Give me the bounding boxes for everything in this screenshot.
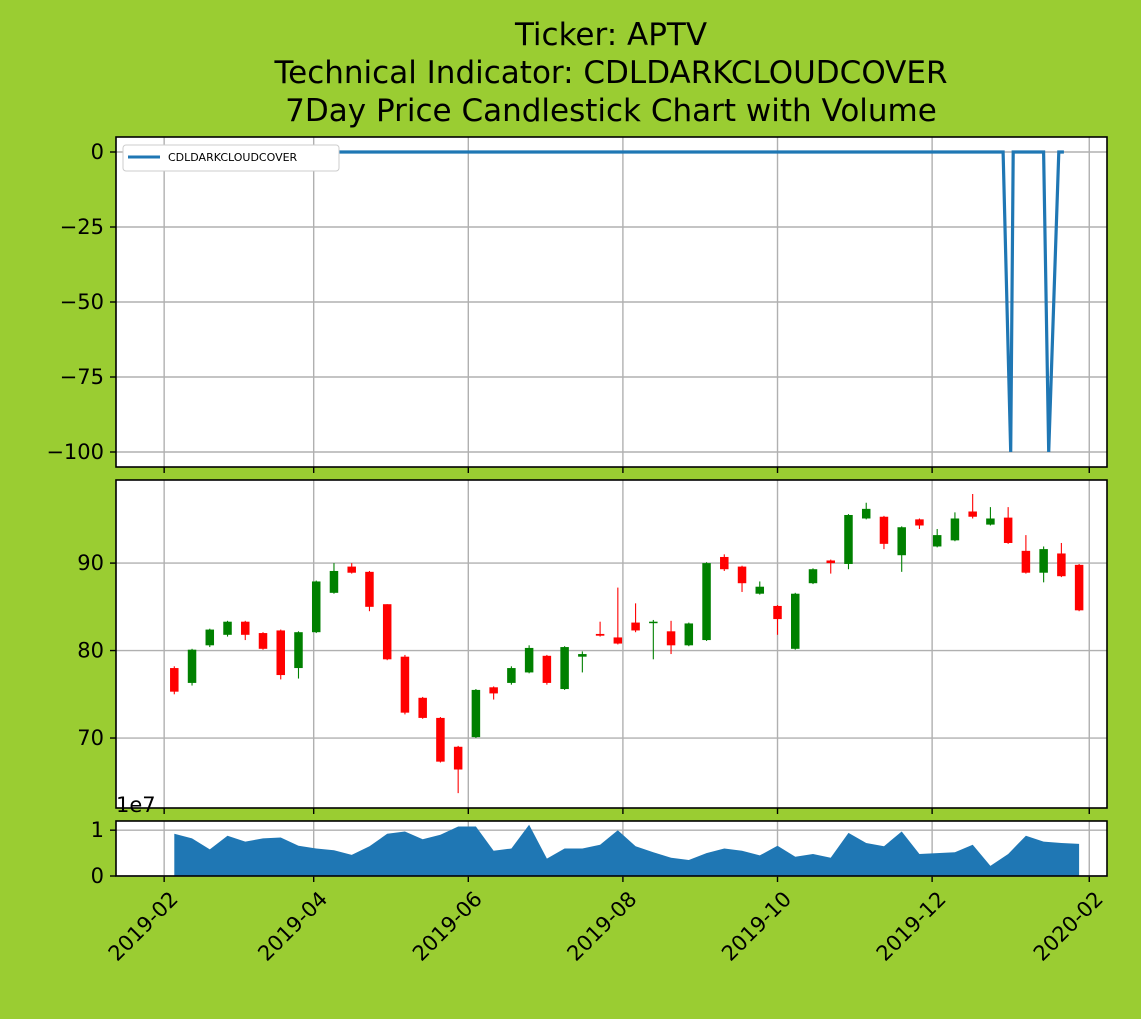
candle-body-2019-11-26	[915, 519, 924, 526]
candle-body-2019-04-02	[311, 581, 321, 633]
chart-title-line2: Technical Indicator: CDLDARKCLOUDCOVER	[273, 55, 947, 91]
candle-body-2019-06-18	[507, 668, 516, 683]
candle-body-2019-03-05	[241, 621, 250, 635]
price-border	[115, 479, 1108, 809]
candle-body-2019-07-09	[560, 647, 569, 690]
candle-body-2019-09-24	[755, 586, 765, 594]
candle-body-2019-09-10	[720, 556, 729, 570]
indicator-legend	[122, 144, 340, 172]
candle-body-2019-02-05	[170, 668, 179, 692]
volume-area	[174, 824, 1080, 876]
price-ytick-label-1: 80	[77, 639, 104, 663]
legend-label: CDLDARKCLOUDCOVER	[168, 151, 298, 164]
candle-body-2019-08-20	[666, 631, 676, 646]
candle-body-2019-10-22	[826, 560, 835, 564]
candle-body-2019-02-26	[223, 621, 232, 635]
candle-body-2019-03-26	[294, 632, 303, 669]
candle-body-2019-03-19	[276, 630, 285, 676]
chart-title-line1: Ticker: APTV	[514, 17, 707, 53]
candle-body-2019-05-28	[453, 746, 463, 770]
candle-body-2019-08-13	[649, 621, 658, 624]
volume-panel: 0 1 1e7	[91, 793, 1108, 888]
candle-body-2019-02-12	[187, 649, 197, 683]
indicator-ytick-label-1: −25	[60, 215, 104, 239]
x-tick-label-2019-06: 2019-06	[408, 887, 487, 966]
x-tick-label-2019-10: 2019-10	[717, 887, 796, 966]
candle-body-2019-11-05	[861, 508, 871, 519]
candle-body-2019-04-23	[365, 571, 374, 607]
candle-body-2020-01-07	[1021, 550, 1031, 573]
candle-body-2019-06-11	[489, 687, 498, 694]
candle-body-2019-05-07	[400, 656, 410, 713]
price-panel: 70 80 90	[77, 479, 1108, 814]
candle-body-2020-01-21	[1057, 553, 1066, 577]
candle-body-2019-12-17	[968, 511, 977, 517]
indicator-line	[169, 150, 1064, 453]
candle-body-2019-09-17	[737, 566, 747, 584]
x-axis: 2019-02 2019-04 2019-06 2019-08 2019-10 2019-…	[104, 887, 1108, 966]
candle-body-2019-09-03	[702, 563, 711, 641]
candle-body-2019-07-23	[595, 633, 605, 636]
candle-body-2019-08-06	[631, 622, 640, 631]
candle-body-2019-04-30	[382, 604, 392, 660]
candle-body-2020-01-28	[1074, 564, 1084, 611]
x-tick-label-2019-02: 2019-02	[104, 887, 183, 966]
candle-body-2019-07-30	[613, 637, 623, 644]
candle-body-2020-01-14	[1039, 549, 1048, 573]
candle-body-2019-12-03	[932, 535, 942, 547]
candle-body-2019-08-27	[684, 623, 694, 646]
x-tick-label-2019-08: 2019-08	[562, 887, 641, 966]
volume-ytick-label-1: 1	[91, 818, 104, 842]
x-tick-label-2019-04: 2019-04	[253, 887, 332, 966]
candle-body-2019-06-04	[471, 689, 481, 738]
indicator-panel: 0 −25 −50 −75 −100 CDLDARKCLOUDCOVER	[46, 136, 1108, 473]
candle-body-2019-06-25	[524, 647, 534, 673]
price-ytick-label-2: 90	[77, 551, 104, 575]
indicator-ytick-label-2: −50	[60, 290, 104, 314]
candle-body-2019-10-15	[808, 569, 818, 584]
candle-body-2019-10-08	[791, 593, 800, 649]
indicator-ytick-label-4: −100	[46, 440, 104, 464]
candle-body-2019-05-14	[418, 697, 427, 718]
x-tick-label-2019-12: 2019-12	[872, 887, 951, 966]
indicator-ytick-label-3: −75	[60, 365, 104, 389]
candle-body-2019-12-31	[1003, 517, 1013, 543]
volume-ytick-label-0: 0	[91, 864, 104, 888]
indicator-ytick-label-0: 0	[91, 140, 104, 164]
candle-body-2019-05-21	[436, 717, 445, 762]
chart-title-line3: 7Day Price Candlestick Chart with Volume	[285, 93, 937, 129]
candle-body-2019-07-16	[578, 654, 587, 657]
volume-scale-label: 1e7	[116, 793, 156, 817]
candle-body-2019-12-10	[950, 518, 960, 541]
candle-body-2019-12-24	[986, 518, 995, 525]
candle-body-2019-02-19	[205, 629, 215, 646]
candle-body-2019-10-01	[773, 605, 782, 620]
price-ytick-label-0: 70	[77, 726, 104, 750]
candle-body-2019-07-02	[542, 655, 552, 683]
candle-body-2019-11-12	[879, 516, 889, 544]
x-tick-label-2020-02: 2020-02	[1029, 887, 1108, 966]
indicator-border	[115, 136, 1108, 468]
candle-body-2019-03-12	[258, 633, 268, 649]
candle-body-2019-10-29	[844, 514, 853, 564]
volume-border	[115, 820, 1108, 877]
candle-body-2019-04-09	[329, 570, 339, 593]
candle-body-2019-11-19	[897, 527, 906, 556]
candle-body-2019-04-16	[347, 566, 356, 573]
